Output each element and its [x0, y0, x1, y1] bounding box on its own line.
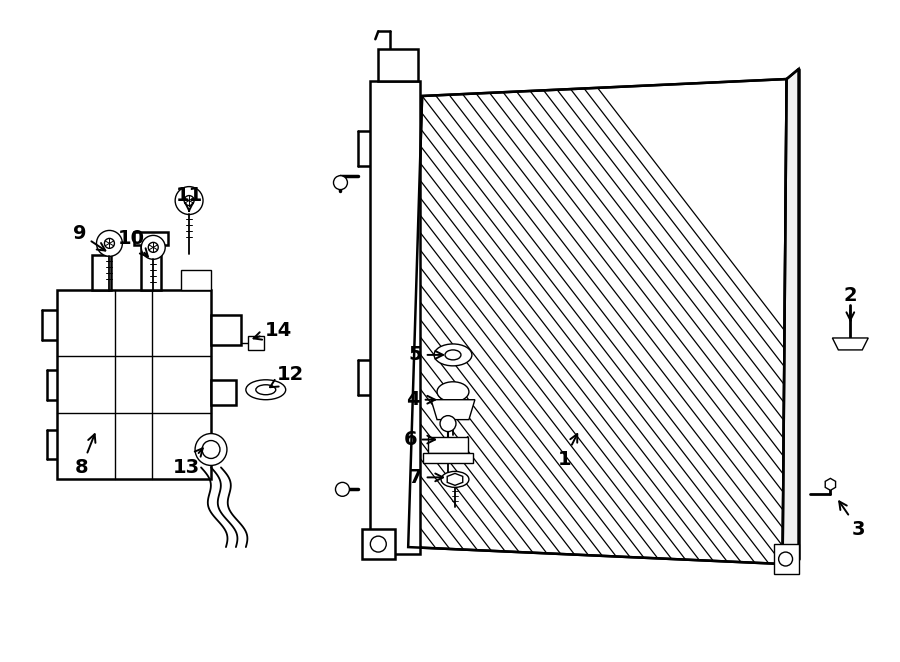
Circle shape [96, 230, 122, 256]
Ellipse shape [256, 385, 275, 395]
Polygon shape [774, 544, 798, 574]
Circle shape [440, 416, 456, 432]
Circle shape [334, 175, 347, 189]
Polygon shape [783, 69, 798, 564]
Text: 9: 9 [73, 224, 105, 251]
Text: 3: 3 [839, 501, 865, 539]
Polygon shape [363, 529, 395, 559]
Text: 1: 1 [558, 434, 577, 469]
Circle shape [104, 238, 114, 248]
Circle shape [370, 536, 386, 552]
Circle shape [195, 434, 227, 465]
Ellipse shape [246, 380, 285, 400]
Polygon shape [92, 256, 112, 290]
Circle shape [336, 483, 349, 496]
Polygon shape [428, 436, 468, 453]
Text: 13: 13 [173, 448, 202, 477]
Polygon shape [211, 380, 236, 404]
Polygon shape [211, 315, 241, 345]
Polygon shape [378, 49, 419, 81]
Polygon shape [423, 453, 473, 463]
Polygon shape [409, 79, 787, 564]
Bar [248, 336, 264, 350]
Text: 8: 8 [75, 434, 95, 477]
Circle shape [202, 440, 220, 459]
Ellipse shape [441, 471, 469, 487]
Text: 4: 4 [406, 390, 435, 409]
Circle shape [184, 195, 194, 205]
Circle shape [141, 236, 166, 260]
Polygon shape [832, 338, 868, 350]
Text: 11: 11 [176, 186, 202, 211]
Ellipse shape [434, 344, 472, 366]
Polygon shape [141, 240, 161, 290]
Circle shape [176, 187, 203, 214]
Ellipse shape [445, 350, 461, 360]
Text: 10: 10 [118, 229, 148, 257]
Polygon shape [134, 232, 168, 246]
Circle shape [148, 242, 158, 252]
Text: 7: 7 [409, 468, 443, 487]
Polygon shape [181, 270, 211, 290]
Ellipse shape [437, 382, 469, 402]
Circle shape [778, 552, 793, 566]
Polygon shape [57, 290, 211, 479]
Polygon shape [370, 81, 420, 554]
Polygon shape [431, 400, 475, 420]
Text: 6: 6 [403, 430, 435, 449]
Text: 2: 2 [843, 285, 857, 320]
Text: 14: 14 [254, 320, 292, 340]
Text: 12: 12 [270, 365, 304, 387]
Polygon shape [447, 473, 463, 485]
Polygon shape [825, 479, 835, 491]
Text: 5: 5 [409, 346, 443, 364]
